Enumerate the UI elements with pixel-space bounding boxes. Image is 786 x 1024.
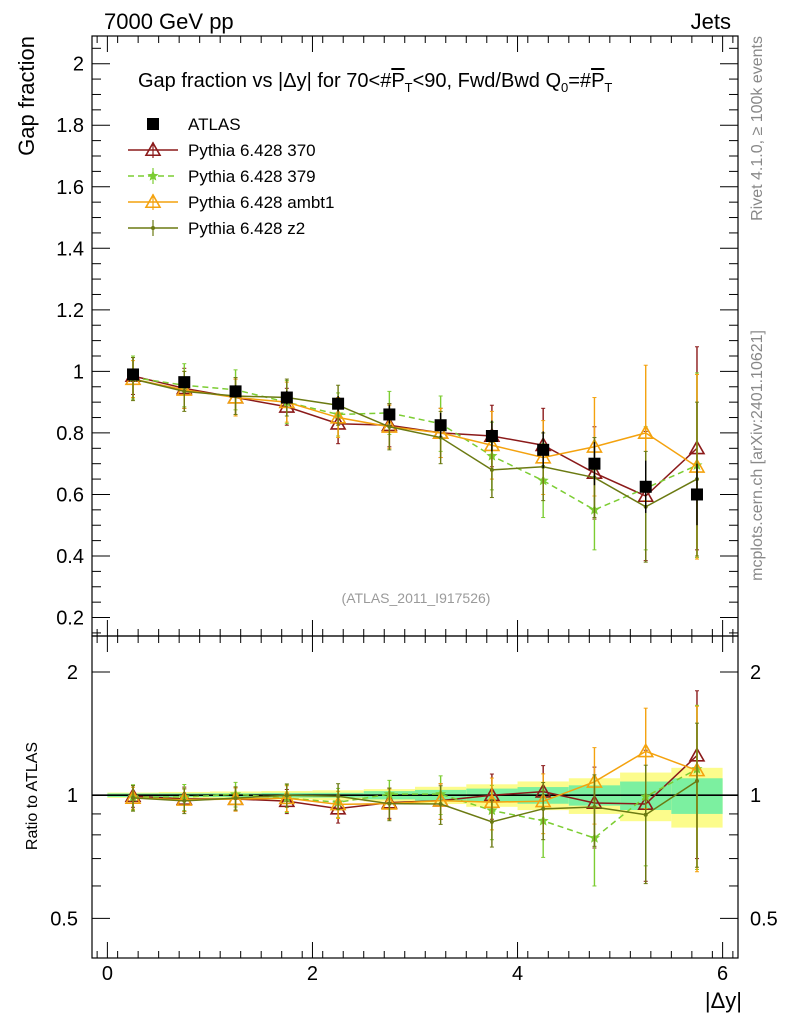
atlas-data — [127, 368, 703, 526]
atlas-point — [383, 408, 396, 421]
legend-entry: Pythia 6.428 z2 — [128, 219, 305, 238]
atlas-point — [639, 480, 652, 493]
atlas-point — [280, 391, 293, 404]
x-tick-label: 4 — [512, 963, 523, 985]
atlas-point — [127, 368, 140, 381]
data-point — [182, 389, 187, 394]
axes: 0 2 4 6 0.2 0.4 0.6 0.8 1 1.2 1.4 1.6 1.8 2 0.5 0.5 1 1 2 2 — [50, 36, 778, 985]
mcplots-label: mcplots.cern.ch [arXiv:2401.10621] — [749, 330, 766, 581]
atlas-point — [485, 430, 498, 442]
ratio-point — [131, 795, 136, 800]
ratio-plot-frame — [91, 635, 739, 959]
ratio-point — [387, 801, 392, 806]
ratio-point — [643, 812, 648, 817]
analysis-tag: (ATLAS_2011_I917526) — [342, 590, 491, 606]
ratio-tick-label-right: 2 — [750, 662, 761, 684]
legend-label: Pythia 6.428 370 — [188, 141, 316, 160]
y-tick-label: 0.2 — [56, 608, 84, 630]
legend-entry: ATLAS — [147, 115, 241, 134]
series-3-ratio — [131, 722, 699, 885]
y-tick-label: 0.8 — [56, 423, 84, 445]
series-1-line — [132, 376, 698, 511]
series-1-ratio-line — [133, 768, 698, 839]
atlas-point — [588, 457, 601, 470]
legend-marker — [144, 141, 162, 157]
x-tick-label: 2 — [307, 963, 318, 985]
y-tick-label: 1 — [73, 361, 84, 383]
legend: ATLAS Pythia 6.428 370 Pythia 6.428 379 Pyt… — [128, 115, 334, 238]
y-tick-label: 0.4 — [56, 546, 84, 568]
y-axis-label: Gap fraction — [14, 36, 39, 156]
legend-label: ATLAS — [188, 115, 241, 134]
ratio-tick-label: 2 — [67, 662, 78, 684]
legend-label: Pythia 6.428 z2 — [188, 219, 305, 238]
atlas-point — [690, 488, 703, 501]
legend-label: Pythia 6.428 ambt1 — [188, 193, 334, 212]
legend-marker — [147, 170, 159, 181]
ratio-point — [284, 793, 289, 798]
x-tick-label: 0 — [102, 963, 113, 985]
data-point — [387, 424, 392, 429]
y-tick-label: 1.6 — [56, 177, 84, 199]
atlas-point — [332, 397, 345, 410]
rivet-version-label: Rivet 4.1.0, ≥ 100k events — [749, 36, 766, 221]
ratio-point — [336, 794, 341, 799]
legend-label: Pythia 6.428 379 — [188, 167, 316, 186]
process-label: Jets — [691, 9, 731, 34]
ratio-tick-label: 0.5 — [50, 908, 78, 930]
energy-label: 7000 GeV pp — [104, 9, 234, 34]
legend-entry: Pythia 6.428 ambt1 — [128, 193, 334, 212]
legend-marker — [144, 193, 162, 209]
atlas-point — [178, 376, 191, 389]
x-tick-label: 6 — [717, 963, 728, 985]
y-tick-label: 1.2 — [56, 300, 84, 322]
atlas-point — [537, 443, 550, 456]
ratio-point — [233, 796, 238, 801]
series-2-line — [132, 378, 698, 468]
x-axis-label: |Δy| — [705, 988, 742, 1013]
ratio-y-axis-label: Ratio to ATLAS — [24, 742, 41, 850]
ratio-point — [438, 802, 443, 807]
legend-marker — [151, 226, 155, 230]
series-3-ratio-line — [132, 780, 698, 823]
atlas-point — [229, 385, 242, 398]
legend-marker — [147, 118, 159, 130]
ratio-point — [541, 806, 546, 811]
ratio-point — [182, 798, 187, 803]
ratio-point — [592, 805, 597, 810]
series-3-line — [132, 378, 698, 508]
legend-entry: Pythia 6.428 370 — [128, 141, 316, 160]
y-tick-label: 1.4 — [56, 238, 84, 260]
y-tick-label: 0.6 — [56, 484, 84, 506]
chart-title: Gap fraction vs |Δy| for 70<#PT<90, Fwd/… — [138, 70, 612, 95]
data-point — [637, 424, 655, 439]
ratio-point — [637, 742, 655, 758]
ratio-tick-label: 1 — [67, 785, 78, 807]
ratio-tick-label-right: 0.5 — [750, 908, 778, 930]
ratio-plot — [92, 690, 738, 887]
data-point — [489, 467, 494, 472]
y-tick-label: 2 — [73, 54, 84, 76]
atlas-point — [434, 419, 447, 432]
main-plot — [124, 346, 706, 563]
ratio-tick-label-right: 1 — [750, 785, 761, 807]
ratio-point — [694, 778, 699, 783]
legend-entry: Pythia 6.428 379 — [128, 167, 316, 186]
y-tick-label: 1.8 — [56, 115, 84, 137]
ratio-point — [489, 819, 494, 824]
